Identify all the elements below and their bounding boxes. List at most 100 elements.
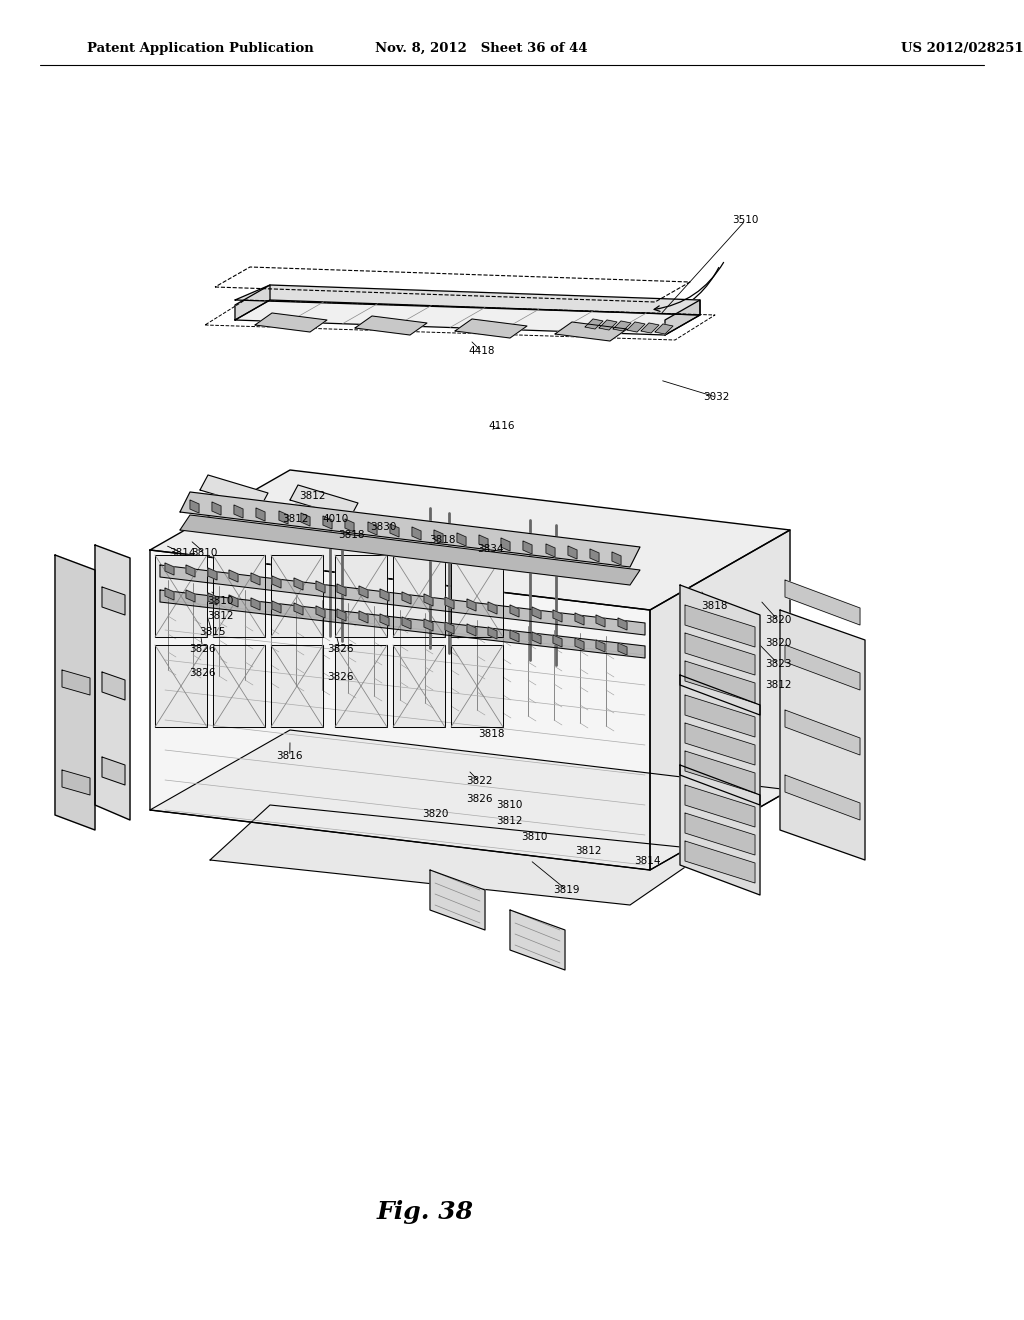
Polygon shape (445, 622, 454, 634)
Polygon shape (555, 322, 627, 341)
Polygon shape (251, 573, 260, 585)
Polygon shape (290, 484, 358, 517)
Text: 3823: 3823 (765, 659, 792, 669)
Polygon shape (402, 616, 411, 630)
Polygon shape (390, 524, 399, 537)
Text: 3812: 3812 (765, 680, 792, 690)
Polygon shape (155, 554, 207, 638)
Text: 3818: 3818 (701, 601, 728, 611)
Polygon shape (685, 605, 755, 647)
Polygon shape (186, 590, 195, 602)
Polygon shape (553, 610, 562, 622)
Polygon shape (785, 775, 860, 820)
Text: 4418: 4418 (468, 346, 495, 356)
Text: 3814: 3814 (634, 855, 660, 866)
Polygon shape (575, 612, 584, 624)
Polygon shape (523, 541, 532, 554)
Polygon shape (190, 500, 199, 513)
Polygon shape (467, 599, 476, 611)
Polygon shape (279, 511, 288, 524)
Polygon shape (62, 770, 90, 795)
Polygon shape (785, 710, 860, 755)
Polygon shape (337, 609, 346, 620)
Polygon shape (380, 614, 389, 626)
Text: 3826: 3826 (327, 644, 353, 655)
Polygon shape (271, 554, 323, 638)
Text: 3822: 3822 (466, 776, 493, 787)
Polygon shape (180, 492, 640, 568)
Polygon shape (200, 475, 268, 508)
Polygon shape (568, 546, 577, 558)
Polygon shape (467, 624, 476, 636)
Polygon shape (627, 322, 645, 333)
Polygon shape (532, 632, 541, 644)
Text: 3820: 3820 (765, 638, 792, 648)
Polygon shape (210, 805, 710, 906)
Text: 3812: 3812 (575, 846, 602, 857)
Polygon shape (665, 300, 700, 335)
Polygon shape (272, 576, 281, 587)
Polygon shape (102, 587, 125, 615)
Polygon shape (335, 554, 387, 638)
Polygon shape (455, 319, 527, 338)
Polygon shape (618, 643, 627, 655)
Polygon shape (186, 565, 195, 577)
Text: 3812: 3812 (282, 513, 308, 524)
Polygon shape (359, 611, 368, 623)
Polygon shape (180, 515, 640, 585)
Polygon shape (457, 533, 466, 546)
Polygon shape (213, 554, 265, 638)
Polygon shape (613, 321, 631, 331)
Polygon shape (294, 603, 303, 615)
Polygon shape (208, 593, 217, 605)
Polygon shape (229, 570, 238, 582)
Polygon shape (445, 597, 454, 609)
Polygon shape (229, 595, 238, 607)
Polygon shape (575, 638, 584, 649)
Polygon shape (234, 285, 270, 319)
Polygon shape (785, 645, 860, 690)
Text: 3810: 3810 (521, 832, 548, 842)
Polygon shape (102, 756, 125, 785)
Text: 3812: 3812 (496, 816, 522, 826)
Polygon shape (685, 841, 755, 883)
Polygon shape (510, 605, 519, 616)
Polygon shape (165, 587, 174, 601)
Text: 3810: 3810 (496, 800, 522, 810)
Text: 3812: 3812 (299, 491, 326, 502)
Polygon shape (510, 630, 519, 642)
Polygon shape (301, 513, 310, 525)
Polygon shape (337, 583, 346, 597)
Text: 4116: 4116 (488, 421, 515, 432)
Polygon shape (234, 300, 700, 335)
Polygon shape (402, 591, 411, 605)
Polygon shape (553, 635, 562, 647)
Polygon shape (95, 545, 130, 820)
Text: 3819: 3819 (553, 884, 580, 895)
Polygon shape (680, 766, 760, 895)
Polygon shape (212, 502, 221, 515)
Polygon shape (596, 640, 605, 652)
Text: 3826: 3826 (466, 793, 493, 804)
Polygon shape (680, 675, 760, 805)
Text: 3810: 3810 (191, 548, 218, 558)
Polygon shape (335, 645, 387, 727)
Text: Patent Application Publication: Patent Application Publication (87, 42, 313, 54)
Polygon shape (451, 554, 503, 638)
Text: 3820: 3820 (765, 615, 792, 626)
Polygon shape (255, 313, 327, 333)
Text: 3820: 3820 (422, 809, 449, 820)
Polygon shape (355, 315, 427, 335)
Polygon shape (434, 531, 443, 543)
Text: 3815: 3815 (199, 627, 225, 638)
Text: 3818: 3818 (338, 529, 365, 540)
Polygon shape (271, 645, 323, 727)
Polygon shape (510, 909, 565, 970)
Text: 3510: 3510 (732, 215, 759, 226)
Polygon shape (165, 564, 174, 576)
Text: 3812: 3812 (207, 611, 233, 622)
Text: 3816: 3816 (276, 751, 303, 762)
Polygon shape (596, 615, 605, 627)
Polygon shape (685, 696, 755, 737)
Polygon shape (488, 627, 497, 639)
